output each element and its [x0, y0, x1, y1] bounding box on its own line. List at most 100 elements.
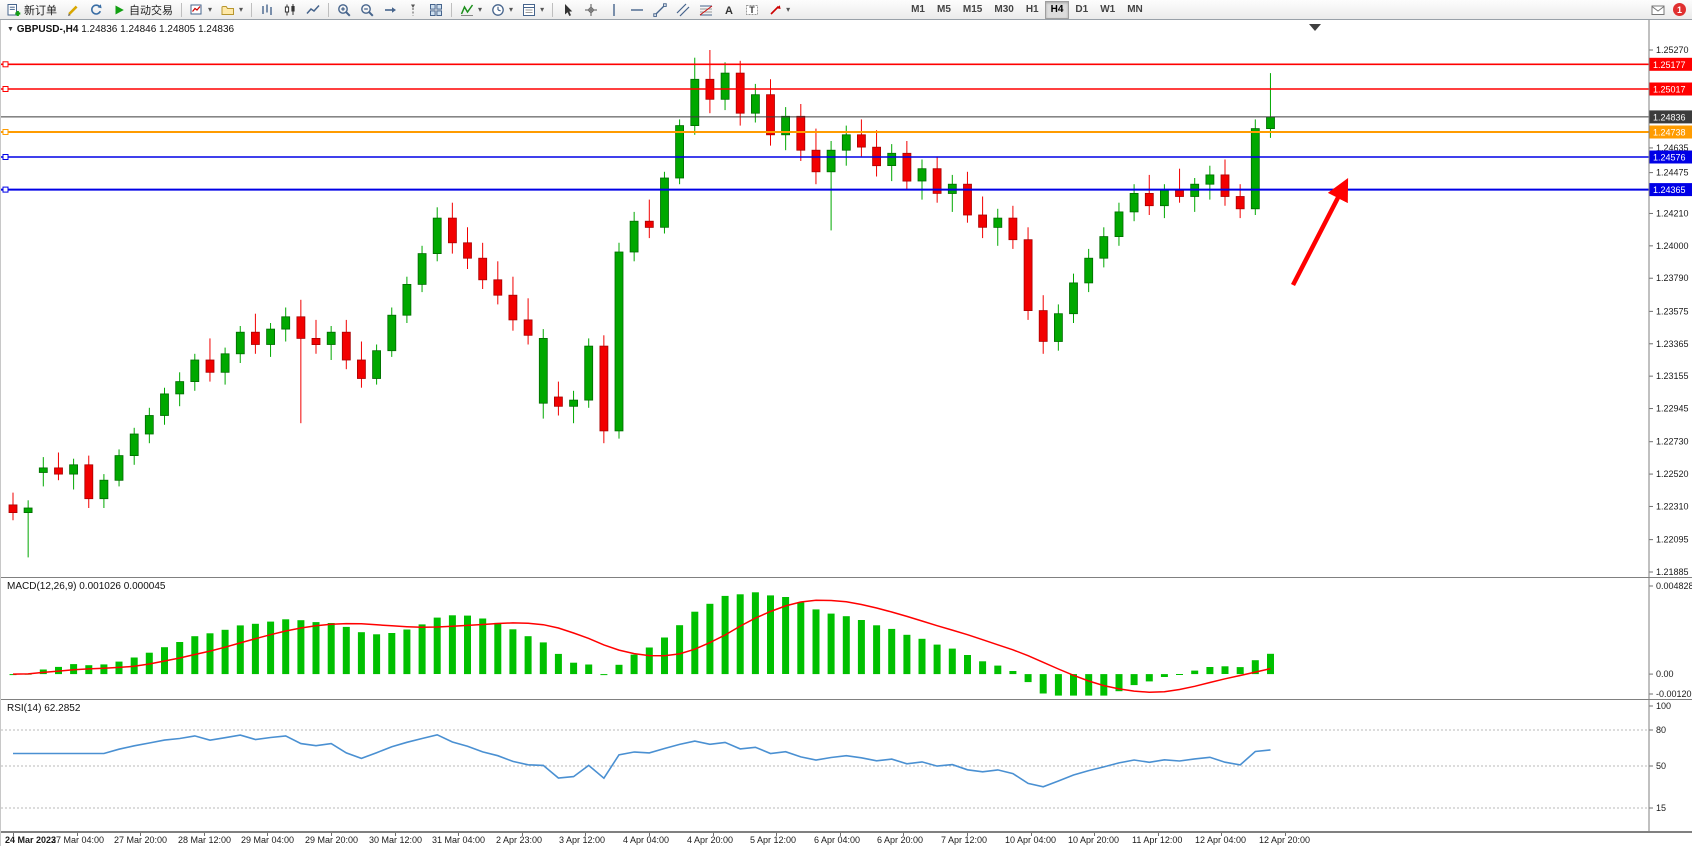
candle — [220, 353, 230, 373]
mailbox-button[interactable] — [1647, 1, 1669, 19]
macd-histogram-bar — [918, 638, 926, 675]
line-handle[interactable] — [2, 86, 9, 92]
macd-histogram-bar — [994, 665, 1002, 675]
candlestick-chart-button[interactable] — [279, 1, 301, 19]
rsi-line — [13, 733, 1271, 788]
rsi-indicator-value: 62.2852 — [44, 703, 81, 714]
timeframe-button-d1[interactable]: D1 — [1075, 4, 1089, 15]
candle — [1175, 189, 1184, 197]
time-axis-label: 4 Apr 04:00 — [623, 835, 670, 845]
time-axis-tick — [649, 833, 650, 836]
candle — [584, 345, 594, 401]
folder-icon — [221, 5, 235, 15]
timeframe-button-w1[interactable]: W1 — [1100, 4, 1116, 15]
time-axis-tick — [840, 833, 841, 836]
candle — [1220, 174, 1230, 197]
macd-histogram-bar — [1191, 670, 1199, 675]
auto-trading-button[interactable]: 自动交易 — [108, 1, 177, 19]
arrows-button[interactable]: ▾ — [764, 1, 794, 19]
timeframe-button-m1[interactable]: M1 — [911, 4, 925, 15]
price-axis-label: 1.24635 — [1656, 143, 1689, 153]
time-axis-tick — [1221, 833, 1222, 836]
profiles-button[interactable]: ▾ — [217, 1, 247, 19]
candles-layer — [8, 50, 1275, 558]
time-axis-label: 5 Apr 12:00 — [750, 835, 797, 845]
line-handle[interactable] — [2, 186, 9, 193]
line-handle[interactable] — [2, 61, 9, 68]
tile-windows-button[interactable] — [425, 1, 447, 19]
candle — [614, 251, 624, 432]
templates-button[interactable]: ▾ — [518, 1, 548, 19]
metaeditor-button[interactable] — [62, 1, 84, 19]
zoom-out-button[interactable] — [356, 1, 378, 19]
price-axis-label: 1.25270 — [1656, 45, 1689, 55]
new-order-button[interactable]: 新订单 — [3, 1, 61, 19]
macd-histogram-bar — [767, 595, 774, 674]
new-chart-button[interactable]: ▾ — [186, 1, 216, 19]
price-tag: 1.24836 — [1649, 110, 1692, 124]
timeframe-button-m15[interactable]: M15 — [962, 4, 983, 15]
macd-histogram-bar — [554, 653, 562, 674]
macd-histogram-bar — [357, 632, 365, 675]
candle — [690, 78, 700, 126]
cursor-button[interactable] — [557, 1, 579, 19]
zoom-in-button[interactable] — [333, 1, 355, 19]
bar-chart-button[interactable] — [256, 1, 278, 19]
crosshair-button[interactable] — [580, 1, 602, 19]
macd-histogram-bar — [1251, 660, 1259, 675]
line-handle[interactable] — [2, 154, 9, 160]
timeframe-toolbar: M1 M5 M15 M30 H1 H4 D1 W1 MN — [905, 0, 1149, 19]
symbol-marker-icon[interactable]: ▼ — [7, 26, 14, 33]
candle — [841, 134, 851, 151]
textT-icon: T — [746, 4, 759, 15]
timeframe-button-m30[interactable]: M30 — [994, 4, 1014, 15]
rsi-panel-canvas[interactable]: 100 80 50 15 — [1, 700, 1692, 832]
vertical-line-button[interactable] — [603, 1, 625, 19]
macd-histogram-bar — [342, 626, 350, 675]
candle — [796, 115, 806, 151]
cursor-icon — [565, 3, 573, 16]
macd-histogram-bar — [327, 623, 335, 675]
time-axis-label: 11 Apr 12:00 — [1132, 835, 1183, 845]
line-chart-button[interactable] — [302, 1, 324, 19]
macd-histogram-bar — [645, 647, 653, 675]
candle — [402, 283, 412, 316]
candle — [569, 399, 578, 407]
trendline-button[interactable] — [649, 1, 671, 19]
fibonacci-button[interactable] — [695, 1, 717, 19]
macd-histogram-bar — [1085, 674, 1093, 696]
svg-text:1.25017: 1.25017 — [1653, 85, 1686, 95]
timeframe-button-mn[interactable]: MN — [1127, 4, 1143, 15]
line-handle[interactable] — [2, 129, 9, 135]
dropdown-arrow-icon: ▾ — [478, 4, 483, 14]
annotation-arrow[interactable] — [1290, 177, 1349, 287]
equidistant-channel-button[interactable] — [672, 1, 694, 19]
auto-scroll-button[interactable] — [379, 1, 401, 19]
chart-shift-marker[interactable] — [1309, 24, 1321, 31]
text-button[interactable]: A — [718, 1, 740, 19]
time-axis-tick — [331, 833, 332, 836]
timeframe-button-m5[interactable]: M5 — [937, 4, 951, 15]
periods-button[interactable]: ▾ — [487, 1, 517, 19]
time-axis[interactable]: 24 Mar 2023 27 Mar 04:00 27 Mar 20:00 28 Ma… — [1, 832, 1692, 846]
horizontal-line-button[interactable] — [626, 1, 648, 19]
indicators-icon — [460, 4, 474, 16]
indicators-button[interactable]: ▾ — [456, 1, 486, 19]
refresh-button[interactable] — [85, 1, 107, 19]
macd-histogram-bar — [1024, 674, 1032, 683]
text-label-button[interactable]: T — [741, 1, 763, 19]
chart-shift-button[interactable] — [402, 1, 424, 19]
main-chart-canvas[interactable]: 1.25270 1.24635 1.24475 1.24210 1.24000 1.237… — [1, 20, 1692, 578]
timeframe-button-h1[interactable]: H1 — [1025, 4, 1039, 15]
refresh-icon — [91, 3, 102, 15]
rsi-label: RSI(14) 62.2852 — [7, 703, 80, 714]
macd-histogram-bar — [1160, 674, 1168, 677]
timeframe-button-h4[interactable]: H4 — [1044, 0, 1070, 19]
price-tag: 1.25177 — [1649, 57, 1692, 71]
notification-badge[interactable]: 1 — [1673, 3, 1686, 16]
clock-icon — [492, 3, 504, 16]
channel-icon — [676, 3, 690, 16]
dropdown-arrow-icon: ▾ — [239, 4, 244, 14]
price-axis-label: 1.22945 — [1656, 404, 1689, 414]
